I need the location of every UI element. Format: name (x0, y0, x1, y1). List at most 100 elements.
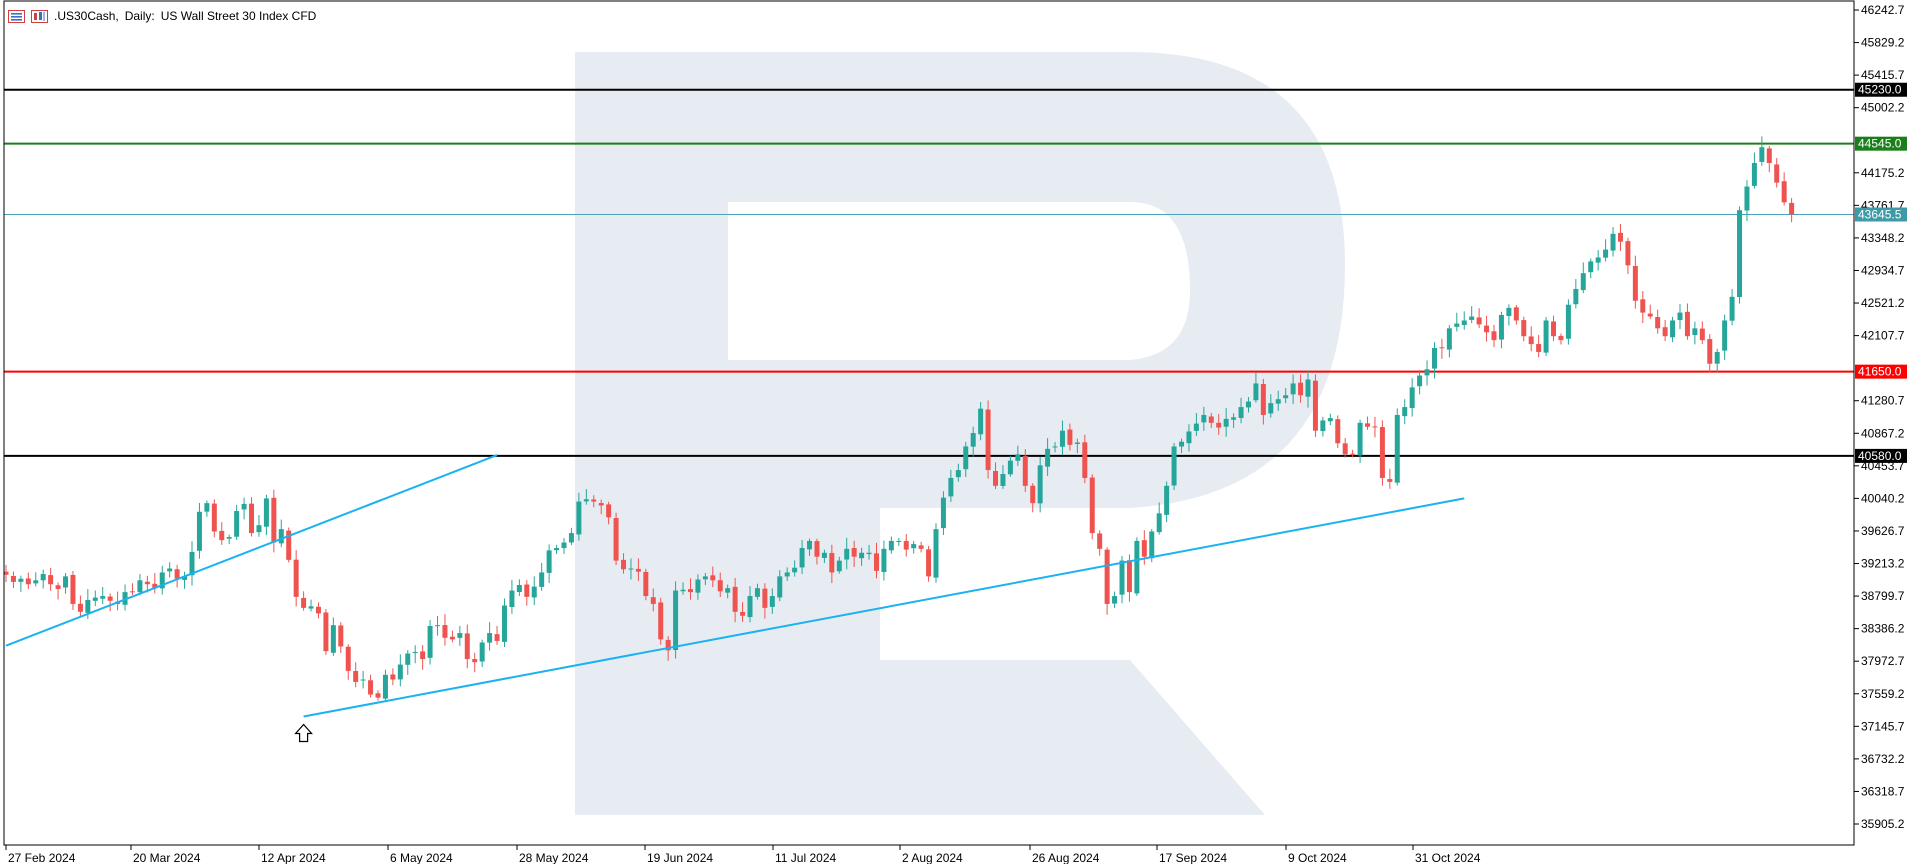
candle[interactable] (70, 570, 76, 610)
candle[interactable] (903, 533, 909, 557)
candle[interactable] (196, 502, 202, 559)
candle[interactable] (1112, 591, 1118, 608)
candle[interactable] (1164, 481, 1170, 523)
candle[interactable] (286, 527, 292, 563)
candle[interactable] (1737, 206, 1743, 304)
candle[interactable] (777, 570, 783, 602)
candle[interactable] (1446, 325, 1452, 358)
candle[interactable] (1528, 326, 1534, 352)
candle[interactable] (353, 662, 359, 688)
candle[interactable] (1551, 315, 1557, 341)
candle[interactable] (360, 670, 366, 689)
candle[interactable] (1402, 399, 1408, 425)
candle[interactable] (1283, 388, 1289, 404)
candle[interactable] (1670, 316, 1676, 343)
candle[interactable] (680, 582, 686, 595)
candle[interactable] (472, 652, 478, 673)
candle[interactable] (1677, 304, 1683, 330)
candle[interactable] (747, 585, 753, 623)
candle[interactable] (598, 499, 604, 515)
candle[interactable] (955, 463, 961, 482)
candle[interactable] (323, 608, 329, 655)
candle[interactable] (1454, 312, 1460, 332)
candle[interactable] (1022, 449, 1028, 493)
candle[interactable] (77, 595, 83, 617)
candle[interactable] (1536, 335, 1542, 358)
candle[interactable] (784, 567, 790, 581)
candle[interactable] (330, 617, 336, 656)
candle[interactable] (256, 515, 262, 537)
candle[interactable] (1231, 413, 1237, 428)
candle[interactable] (1052, 442, 1058, 453)
candle[interactable] (40, 569, 46, 589)
candle[interactable] (1603, 239, 1609, 262)
candle[interactable] (524, 580, 530, 606)
candle[interactable] (1015, 445, 1021, 466)
candle[interactable] (293, 550, 299, 607)
candle[interactable] (888, 536, 894, 554)
candle[interactable] (1461, 311, 1467, 330)
candle[interactable] (911, 540, 917, 554)
candle[interactable] (1067, 423, 1073, 451)
candle[interactable] (129, 583, 135, 595)
candle[interactable] (1387, 468, 1393, 489)
candle[interactable] (1595, 250, 1601, 271)
candle[interactable] (1774, 158, 1780, 188)
candle[interactable] (851, 540, 857, 567)
candle[interactable] (993, 462, 999, 490)
candle[interactable] (249, 497, 255, 537)
candle[interactable] (1744, 180, 1750, 222)
candle[interactable] (1513, 304, 1519, 325)
candle[interactable] (457, 625, 463, 646)
candle[interactable] (1171, 443, 1177, 491)
candle[interactable] (583, 489, 589, 505)
candle[interactable] (807, 538, 813, 556)
candle[interactable] (412, 645, 418, 664)
candle[interactable] (1558, 333, 1564, 345)
candle[interactable] (494, 625, 500, 645)
candle[interactable] (754, 583, 760, 600)
candle[interactable] (1759, 136, 1765, 166)
candle[interactable] (1320, 416, 1326, 437)
candle[interactable] (821, 549, 827, 563)
candle[interactable] (985, 400, 991, 479)
candle[interactable] (539, 562, 545, 591)
candle[interactable] (1431, 342, 1437, 379)
candle[interactable] (1588, 258, 1594, 279)
candle[interactable] (1275, 390, 1281, 411)
candle[interactable] (501, 598, 507, 647)
candle[interactable] (650, 588, 656, 612)
candle[interactable] (152, 573, 158, 594)
candle[interactable] (1030, 483, 1036, 513)
candle[interactable] (613, 512, 619, 565)
candle[interactable] (1342, 438, 1348, 458)
candle[interactable] (1684, 303, 1690, 340)
candle[interactable] (687, 578, 693, 600)
candles-icon[interactable] (31, 9, 48, 23)
candle[interactable] (159, 565, 165, 595)
candle[interactable] (1134, 537, 1140, 596)
candle[interactable] (420, 645, 426, 670)
candle[interactable] (1498, 311, 1504, 349)
candle[interactable] (1655, 309, 1661, 334)
candle[interactable] (382, 669, 388, 702)
chart-bars-icon[interactable] (8, 9, 25, 23)
candle[interactable] (1617, 223, 1623, 251)
candle[interactable] (1082, 434, 1088, 484)
candle[interactable] (48, 567, 54, 591)
candle[interactable] (92, 590, 98, 607)
candle[interactable] (591, 495, 597, 508)
candle[interactable] (55, 582, 61, 600)
candle[interactable] (144, 575, 150, 593)
candle[interactable] (10, 571, 16, 589)
candle[interactable] (621, 553, 627, 574)
candle[interactable] (970, 426, 976, 457)
candle[interactable] (211, 499, 217, 538)
candle[interactable] (427, 620, 433, 665)
candle[interactable] (561, 537, 567, 554)
candle[interactable] (1186, 424, 1192, 452)
candle[interactable] (635, 558, 641, 581)
candle[interactable] (1350, 449, 1356, 458)
candle[interactable] (25, 572, 31, 590)
